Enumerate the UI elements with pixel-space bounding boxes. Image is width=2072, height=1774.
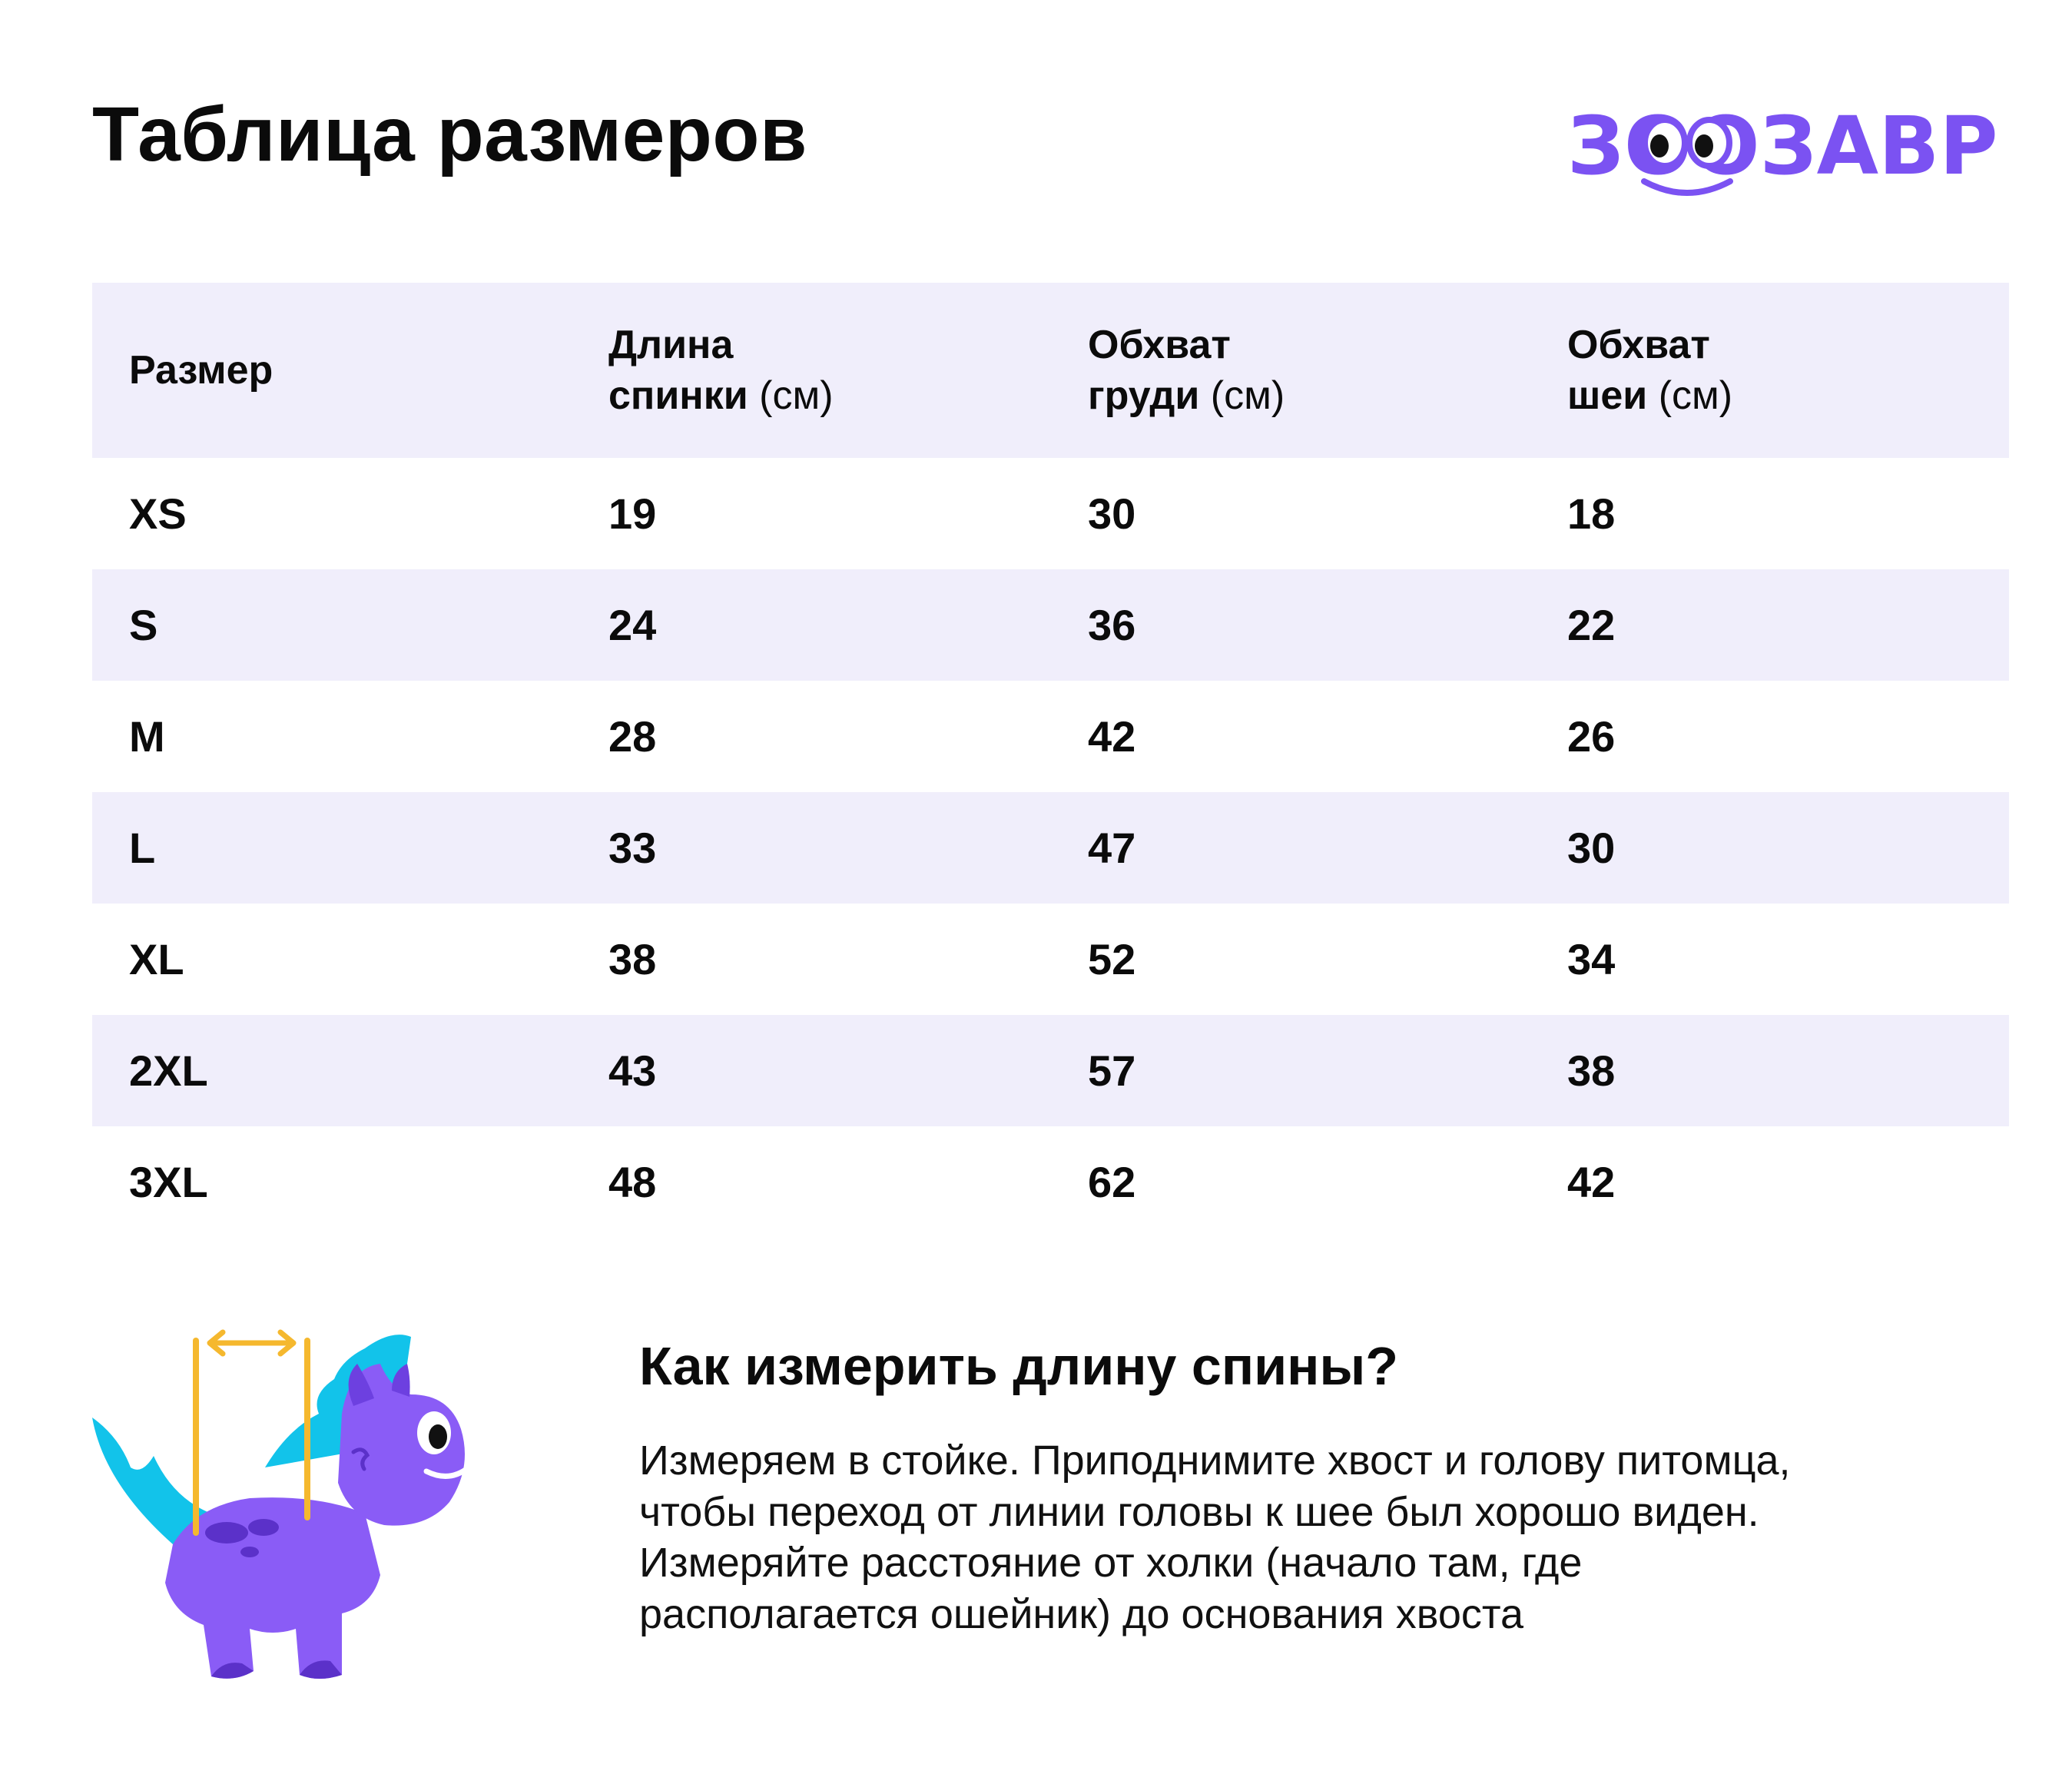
cell-neck-girth: 22 <box>1567 601 1616 649</box>
cell-size: M <box>129 712 165 761</box>
cell-size: XS <box>129 489 187 538</box>
howto-title: Как измерить длину спины? <box>639 1336 1398 1396</box>
cell-neck-girth: 38 <box>1567 1046 1616 1095</box>
size-table: Размер Длина спинки (см) Обхват груди (с… <box>92 283 2009 1238</box>
header-size: Размер <box>129 348 274 393</box>
cell-back-length: 28 <box>608 712 657 761</box>
cell-back-length: 38 <box>608 935 657 983</box>
cell-chest-girth: 62 <box>1088 1158 1136 1206</box>
zoozavr-logo: ЗООЗАВР <box>1567 99 1998 196</box>
cell-chest-girth: 57 <box>1088 1046 1136 1095</box>
cell-size: 2XL <box>129 1046 208 1095</box>
cell-size: 3XL <box>129 1158 208 1206</box>
page-title: Таблица размеров <box>92 91 807 177</box>
header-neck-girth: Обхват шеи (см) <box>1567 323 1733 418</box>
table-row: 3XL 48 62 42 <box>92 1126 2009 1238</box>
header-chest-girth: Обхват груди (см) <box>1088 323 1285 418</box>
table-row: XS 19 30 18 <box>92 458 2009 569</box>
table-row: XL 38 52 34 <box>92 904 2009 1015</box>
cell-neck-girth: 30 <box>1567 824 1616 872</box>
cell-size: S <box>129 601 158 649</box>
table-header-row: Размер Длина спинки (см) Обхват груди (с… <box>92 283 2009 458</box>
dinosaur-measure-illustration <box>92 1329 472 1679</box>
svg-text:ЗООЗАВР: ЗООЗАВР <box>1567 99 1998 193</box>
table-row: 2XL 43 57 38 <box>92 1015 2009 1126</box>
cell-back-length: 48 <box>608 1158 657 1206</box>
cell-neck-girth: 18 <box>1567 489 1616 538</box>
table-row: M 28 42 26 <box>92 681 2009 792</box>
cell-back-length: 43 <box>608 1046 657 1095</box>
cell-back-length: 24 <box>608 601 657 649</box>
cell-chest-girth: 30 <box>1088 489 1136 538</box>
header-back-length: Длина спинки (см) <box>608 323 834 418</box>
cell-size: XL <box>129 935 184 983</box>
cell-neck-girth: 34 <box>1567 935 1616 983</box>
cell-back-length: 33 <box>608 824 657 872</box>
cell-neck-girth: 26 <box>1567 712 1616 761</box>
table-row: S 24 36 22 <box>92 569 2009 681</box>
cell-chest-girth: 47 <box>1088 824 1136 872</box>
howto-text: Измеряем в стойке. Приподнимите хвост и … <box>639 1437 1791 1637</box>
cell-neck-girth: 42 <box>1567 1158 1616 1206</box>
cell-chest-girth: 36 <box>1088 601 1136 649</box>
cell-size: L <box>129 824 156 872</box>
table-row: L 33 47 30 <box>92 792 2009 904</box>
cell-chest-girth: 52 <box>1088 935 1136 983</box>
cell-back-length: 19 <box>608 489 657 538</box>
cell-chest-girth: 42 <box>1088 712 1136 761</box>
